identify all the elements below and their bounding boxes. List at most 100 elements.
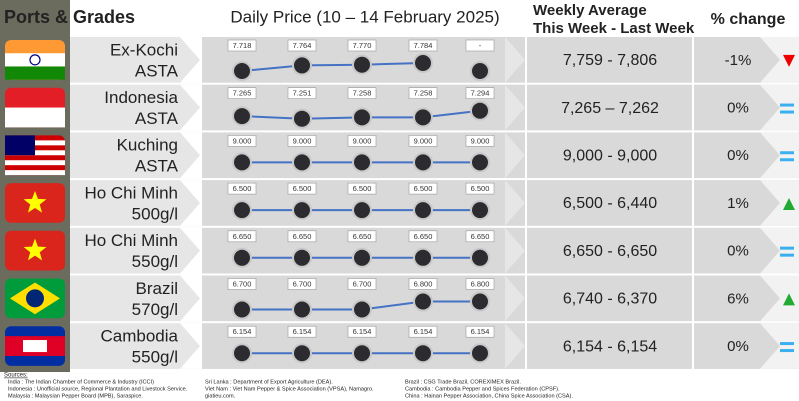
source-line: Sri Lanka : Department of Export Agricul…	[205, 379, 333, 385]
row-bg-weekly	[527, 132, 692, 179]
source-line: Indonesia : Unofficial source, Regional …	[8, 386, 188, 392]
weekly-range: 6,740 - 6,370	[563, 291, 657, 308]
chevron	[180, 84, 200, 131]
price-marker	[413, 107, 433, 128]
change-header: % change	[711, 11, 786, 28]
price-label-box	[408, 325, 438, 338]
price-label-box	[465, 325, 495, 338]
weekly-range: 9,000 - 9,000	[563, 147, 657, 164]
weekly-range: 6,500 - 6,440	[563, 195, 657, 212]
price-label: 6.650	[414, 232, 433, 241]
price-label: 6.700	[233, 279, 252, 288]
price-label-box	[227, 278, 257, 290]
port-grade: 500g/l	[132, 204, 178, 223]
price-label: 6.500	[471, 184, 490, 193]
trend-equal	[780, 110, 794, 114]
row-bg-left	[70, 132, 200, 179]
price-marker	[232, 343, 252, 364]
price-label-box	[465, 182, 495, 195]
trend-equal	[780, 246, 794, 250]
price-marker	[470, 247, 490, 268]
port-name: Cambodia	[101, 327, 179, 346]
price-label: 7.784	[414, 41, 433, 50]
price-label-box	[287, 135, 317, 147]
chart-arrow	[505, 37, 525, 83]
price-label: 7.770	[353, 41, 372, 50]
price-label-box	[465, 230, 495, 243]
price-label-box	[287, 39, 317, 52]
flag-temple	[23, 340, 47, 353]
price-label-box	[408, 230, 438, 243]
price-label: 6.154	[414, 327, 433, 336]
source-line: Malaysia : Malaysian Pepper Board (MPB),…	[8, 393, 143, 399]
price-marker	[413, 247, 433, 268]
price-label: 6.500	[353, 184, 372, 193]
chevron	[180, 227, 200, 274]
chevron	[180, 37, 200, 83]
change-value: 0%	[727, 147, 749, 164]
price-marker	[352, 247, 372, 268]
flag-band	[5, 160, 65, 166]
chart-arrow	[505, 227, 525, 274]
price-marker	[232, 106, 252, 127]
ports-header: Ports & Grades	[4, 7, 135, 27]
flag-band	[5, 170, 65, 176]
price-marker	[470, 200, 490, 221]
price-marker	[470, 291, 490, 312]
flag-star	[23, 190, 47, 213]
source-line: Cambodia : Cambodia Pepper and Spices Fe…	[405, 386, 560, 392]
price-label: 6.700	[353, 279, 372, 288]
trend-down	[783, 54, 795, 67]
change-value: 0%	[727, 338, 749, 355]
chevron	[180, 323, 200, 369]
trend-up	[783, 197, 795, 210]
row-bg-left	[70, 275, 200, 322]
trend-equal	[780, 151, 794, 155]
chart-arrow	[505, 132, 525, 179]
price-marker	[413, 343, 433, 364]
port-grade: ASTA	[135, 61, 179, 80]
price-label: 9.000	[353, 136, 372, 145]
port-name: Indonesia	[104, 88, 178, 107]
price-marker	[413, 152, 433, 173]
price-label: 7.251	[293, 89, 312, 98]
price-marker	[470, 152, 490, 173]
row-bg-left	[70, 84, 200, 131]
price-marker	[470, 343, 490, 364]
price-marker	[352, 107, 372, 128]
price-label: 7.718	[233, 41, 252, 50]
price-label: 6.700	[293, 279, 312, 288]
row-bg-weekly	[527, 180, 692, 226]
change-value: 0%	[727, 100, 749, 117]
price-label: 7.294	[471, 89, 490, 98]
price-marker	[352, 200, 372, 221]
price-label-box	[227, 39, 257, 52]
port-name: Ho Chi Minh	[84, 183, 178, 202]
price-label: 6.154	[471, 327, 490, 336]
price-label-box	[227, 325, 257, 338]
port-name: Kuching	[117, 136, 178, 155]
chart-arrow	[505, 323, 525, 369]
price-label-box	[287, 87, 317, 99]
price-marker	[352, 54, 372, 75]
price-label: 6.154	[353, 327, 372, 336]
trend-equal	[780, 253, 794, 257]
trend-up	[783, 293, 795, 306]
price-label-box	[227, 182, 257, 195]
port-grade: 550g/l	[132, 348, 178, 367]
change-arrow	[760, 180, 799, 226]
price-label: 7.265	[233, 89, 252, 98]
price-label-box	[227, 230, 257, 243]
weekly-header: This Week - Last Week	[533, 20, 695, 37]
price-marker	[232, 61, 252, 81]
weekly-range: 6,154 - 6,154	[563, 338, 657, 355]
price-label: -	[479, 41, 482, 50]
row-bg-left	[70, 227, 200, 274]
flag-band	[5, 53, 65, 67]
daily-header: Daily Price (10 – 14 February 2025)	[230, 7, 499, 26]
price-label-box	[227, 135, 257, 147]
price-label-box	[347, 230, 377, 243]
price-label-box	[465, 278, 495, 290]
price-marker	[292, 299, 312, 320]
